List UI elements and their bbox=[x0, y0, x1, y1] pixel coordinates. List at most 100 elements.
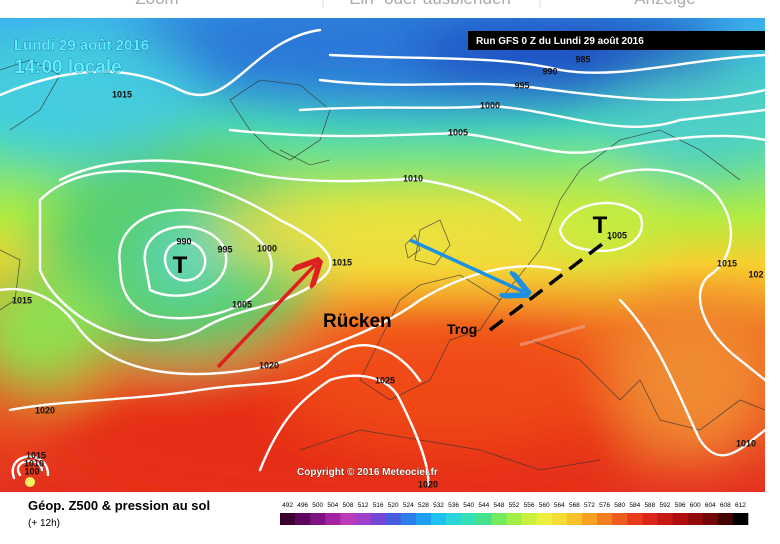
isobar-label: 1010 bbox=[403, 173, 423, 183]
isobar-label: 995 bbox=[514, 80, 529, 90]
isobar-label: 102 bbox=[748, 269, 763, 279]
map: 1015 985 990 995 1000 1005 1010 990 995 1000 1015 1… bbox=[0, 18, 765, 492]
scale-label: 536 bbox=[448, 502, 459, 509]
scale-label: 540 bbox=[463, 502, 474, 509]
scale-swatch bbox=[355, 513, 371, 525]
isobar-label: 1000 bbox=[480, 100, 500, 110]
scale-swatch bbox=[566, 513, 583, 525]
scale-swatch bbox=[702, 513, 719, 525]
scale-swatch bbox=[280, 513, 296, 525]
scale-swatch bbox=[340, 513, 356, 525]
color-scale: 492 496 500 504 508 512 516 520 524 528 532 536 540 5… bbox=[280, 502, 749, 525]
scale-swatch bbox=[430, 513, 447, 525]
isobar-label: 1005 bbox=[607, 230, 627, 240]
ridge-arrow bbox=[216, 264, 316, 369]
legend-subtitle: (+ 12h) bbox=[28, 518, 60, 529]
scale-swatch bbox=[551, 513, 568, 525]
scale-swatch bbox=[627, 513, 643, 525]
scale-swatch bbox=[370, 513, 386, 525]
scale-label: 604 bbox=[705, 502, 716, 509]
scale-label: 532 bbox=[433, 502, 444, 509]
isobar-label: 1025 bbox=[375, 375, 395, 385]
scale-label: 556 bbox=[524, 502, 535, 509]
isobar-label: 1010 bbox=[24, 458, 44, 468]
isobar-label: 985 bbox=[575, 54, 590, 64]
scale-swatch bbox=[415, 513, 432, 525]
scale-swatch bbox=[521, 513, 537, 525]
toolbar-item[interactable]: Anzeige bbox=[634, 0, 695, 8]
scale-label: 496 bbox=[297, 502, 308, 509]
isobar-label: 990 bbox=[176, 236, 191, 246]
isobar-label: 1020 bbox=[35, 405, 55, 415]
isobar-label: 1015 bbox=[717, 258, 737, 268]
copyright: Copyright © 2016 Meteociel.fr bbox=[297, 467, 438, 478]
isobar-label: 1015 bbox=[332, 257, 352, 267]
scale-label: 564 bbox=[554, 502, 565, 509]
isobar-label: 1005 bbox=[448, 127, 468, 137]
scale-label: 552 bbox=[509, 502, 520, 509]
scale-swatch bbox=[310, 513, 326, 525]
scale-label: 560 bbox=[539, 502, 550, 509]
scale-label: 520 bbox=[388, 502, 399, 509]
scale-label: 528 bbox=[418, 502, 429, 509]
scale-swatch bbox=[325, 513, 341, 525]
scale-swatch bbox=[642, 513, 658, 525]
isobar-label: 1020 bbox=[418, 479, 438, 489]
scale-swatch bbox=[687, 513, 704, 525]
scale-swatch bbox=[295, 513, 311, 525]
scale-label: 576 bbox=[599, 502, 610, 509]
scale-label: 596 bbox=[675, 502, 686, 509]
scale-swatch bbox=[491, 513, 507, 525]
toolbar-item[interactable]: Ein- oder ausblenden bbox=[349, 0, 511, 8]
scale-label: 544 bbox=[478, 502, 489, 509]
scale-label: 492 bbox=[282, 502, 293, 509]
scale-swatch bbox=[597, 513, 613, 525]
scale-label: 548 bbox=[493, 502, 504, 509]
trough-arrow bbox=[409, 238, 524, 292]
isobar-labels: 1015 985 990 995 1000 1005 1010 990 995 1000 1015 1… bbox=[12, 54, 764, 489]
annotation: Rücken bbox=[323, 311, 392, 332]
scale-label: 524 bbox=[403, 502, 414, 509]
scale-swatch bbox=[506, 513, 522, 525]
scale-label: 592 bbox=[660, 502, 671, 509]
scale-label: 612 bbox=[735, 502, 746, 509]
scale-swatch bbox=[385, 513, 402, 525]
scale-label: 500 bbox=[312, 502, 323, 509]
scale-label: 568 bbox=[569, 502, 580, 509]
scale-swatch bbox=[446, 513, 462, 525]
isobar-label: 1015 bbox=[112, 89, 132, 99]
scale-label: 504 bbox=[327, 502, 338, 509]
isobar-label: 990 bbox=[542, 66, 557, 76]
geopotential-field bbox=[0, 18, 765, 492]
run-info: Run GFS 0 Z du Lundi 29 août 2016 bbox=[476, 36, 644, 47]
isobar-label: 995 bbox=[217, 244, 232, 254]
trough-axis bbox=[488, 236, 612, 332]
scale-label: 584 bbox=[629, 502, 640, 509]
isobars bbox=[0, 28, 765, 487]
scale-label: 588 bbox=[644, 502, 655, 509]
scale-label: 608 bbox=[720, 502, 731, 509]
scale-swatch bbox=[400, 513, 417, 525]
scale-label: 516 bbox=[373, 502, 384, 509]
run-box bbox=[468, 31, 765, 50]
scale-swatch bbox=[732, 513, 749, 525]
small-low bbox=[25, 477, 35, 487]
scale-label: 572 bbox=[584, 502, 595, 509]
scale-label: 580 bbox=[614, 502, 625, 509]
annotation: Trog bbox=[447, 321, 477, 337]
isobar-label: 1010 bbox=[736, 438, 756, 448]
toolbar: Zoom Ein- oder ausblenden Anzeige bbox=[0, 0, 780, 18]
scale-label: 508 bbox=[343, 502, 354, 509]
scale-swatch bbox=[612, 513, 628, 525]
legend-title: Géop. Z500 & pression au sol bbox=[28, 498, 210, 513]
isobar-label: 1020 bbox=[259, 360, 279, 370]
low-marker: T bbox=[593, 212, 608, 239]
map-date: Lundi 29 août 2016 bbox=[14, 37, 149, 54]
isobar-label: 100 bbox=[24, 466, 39, 476]
scale-label: 512 bbox=[358, 502, 369, 509]
scale-swatch bbox=[657, 513, 673, 525]
scale-swatch bbox=[461, 513, 477, 525]
toolbar-item[interactable]: Zoom bbox=[135, 0, 178, 8]
isobar-label: 1000 bbox=[257, 243, 277, 253]
